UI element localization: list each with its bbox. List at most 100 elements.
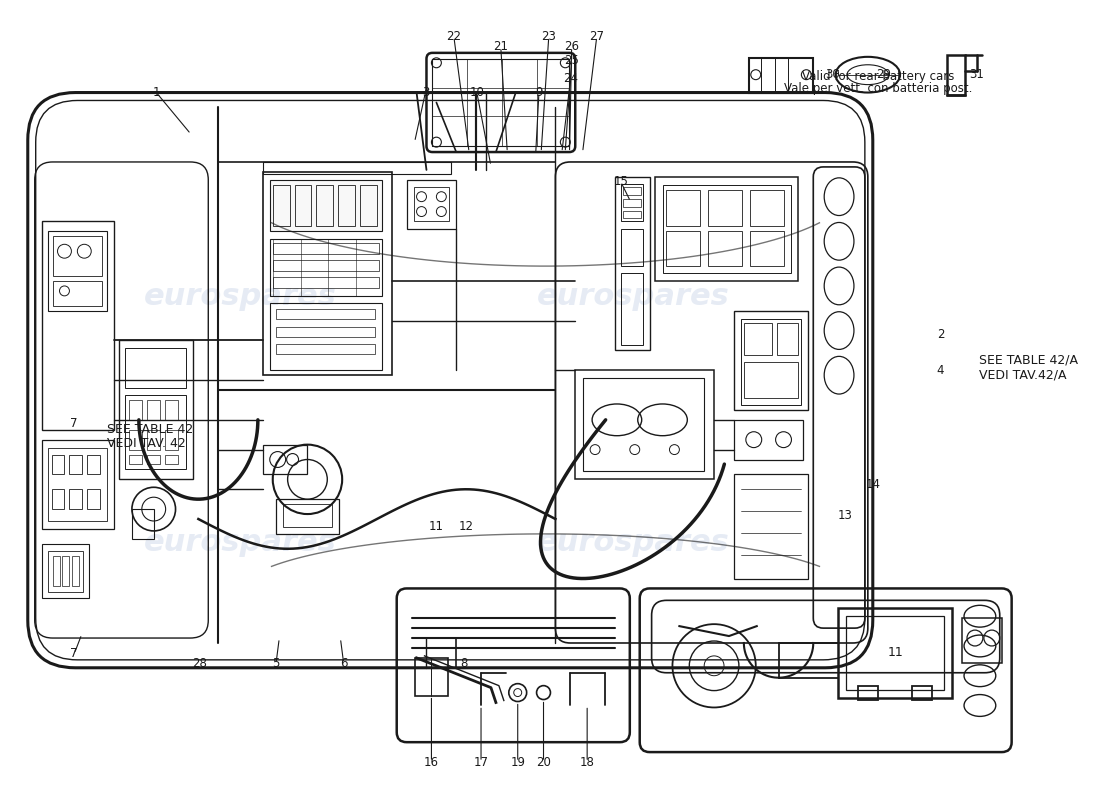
Text: SEE TABLE 42: SEE TABLE 42 (107, 423, 194, 436)
Text: Vale per vett. con batteria post.: Vale per vett. con batteria post. (784, 82, 972, 95)
Text: 7: 7 (70, 647, 78, 661)
Bar (947, 55, 965, 94)
Bar (750, 190, 783, 226)
Text: 9: 9 (536, 86, 542, 98)
Bar (69, 490, 82, 509)
Bar (165, 400, 177, 420)
Bar (119, 341, 194, 479)
Bar (129, 454, 142, 465)
Bar (263, 172, 392, 375)
Bar (667, 231, 701, 266)
Text: 30: 30 (825, 68, 839, 81)
Bar (53, 281, 102, 306)
Text: 24: 24 (563, 72, 579, 85)
Text: 22: 22 (447, 30, 461, 43)
Bar (583, 378, 704, 471)
Bar (615, 177, 650, 350)
Bar (273, 260, 378, 271)
Bar (620, 184, 642, 222)
Bar (623, 210, 640, 218)
Text: 1: 1 (152, 86, 160, 98)
Text: eurospares: eurospares (537, 282, 729, 311)
Bar (623, 186, 640, 194)
Text: 7: 7 (70, 418, 78, 430)
Bar (708, 190, 741, 226)
Bar (69, 454, 82, 474)
Text: 26: 26 (564, 41, 580, 54)
Bar (270, 303, 382, 370)
Bar (276, 499, 339, 534)
Bar (42, 544, 89, 598)
Text: 31: 31 (969, 68, 983, 81)
Bar (263, 445, 308, 474)
Bar (432, 59, 570, 146)
Bar (165, 454, 177, 465)
Text: 11: 11 (429, 521, 444, 534)
Bar (146, 454, 160, 465)
Bar (415, 658, 449, 695)
Bar (654, 177, 799, 281)
Bar (146, 430, 160, 450)
Text: 23: 23 (541, 30, 557, 43)
Bar (734, 310, 808, 410)
Bar (42, 440, 114, 529)
Bar (708, 231, 741, 266)
Text: 11: 11 (888, 646, 903, 659)
Bar (623, 198, 640, 206)
Bar (273, 185, 289, 226)
Bar (317, 185, 333, 226)
Bar (165, 430, 177, 450)
Text: Valid for rear battery cars: Valid for rear battery cars (802, 70, 955, 82)
Text: 8: 8 (460, 657, 467, 670)
Bar (53, 556, 59, 586)
Bar (42, 222, 114, 430)
Text: 19: 19 (510, 755, 525, 769)
Text: 4: 4 (937, 364, 944, 377)
Text: eurospares: eurospares (144, 282, 337, 311)
Text: 28: 28 (192, 657, 207, 670)
Text: 12: 12 (459, 521, 473, 534)
Bar (734, 420, 803, 459)
Bar (620, 230, 642, 266)
Bar (125, 395, 187, 470)
Bar (662, 185, 792, 273)
Bar (620, 273, 642, 346)
Bar (734, 474, 808, 578)
Bar (750, 231, 783, 266)
Text: 6: 6 (340, 657, 348, 670)
Bar (962, 618, 1002, 663)
Bar (47, 231, 107, 310)
Bar (741, 318, 802, 405)
Bar (146, 400, 160, 420)
Bar (129, 430, 142, 450)
Bar (276, 326, 375, 337)
Bar (87, 454, 100, 474)
Bar (858, 686, 878, 699)
Bar (52, 490, 65, 509)
Text: 21: 21 (493, 41, 508, 54)
Text: VEDI TAV. 42: VEDI TAV. 42 (107, 437, 186, 450)
Bar (270, 180, 382, 231)
Bar (53, 236, 102, 276)
Bar (73, 556, 79, 586)
Text: 15: 15 (614, 175, 628, 188)
Bar (667, 190, 701, 226)
Text: eurospares: eurospares (144, 528, 337, 558)
Text: SEE TABLE 42/A: SEE TABLE 42/A (979, 354, 1078, 367)
Text: 16: 16 (424, 755, 439, 769)
Bar (132, 509, 154, 539)
Bar (575, 370, 714, 479)
FancyBboxPatch shape (28, 93, 872, 668)
Text: 14: 14 (866, 478, 880, 491)
Text: 18: 18 (580, 755, 595, 769)
Text: 13: 13 (838, 509, 853, 522)
Text: 17: 17 (473, 755, 488, 769)
Text: 2: 2 (937, 329, 944, 342)
Bar (295, 185, 311, 226)
Bar (63, 556, 69, 586)
Bar (276, 309, 375, 318)
Bar (744, 362, 799, 398)
Bar (125, 349, 187, 388)
Text: 3: 3 (421, 86, 429, 98)
Bar (744, 322, 771, 355)
